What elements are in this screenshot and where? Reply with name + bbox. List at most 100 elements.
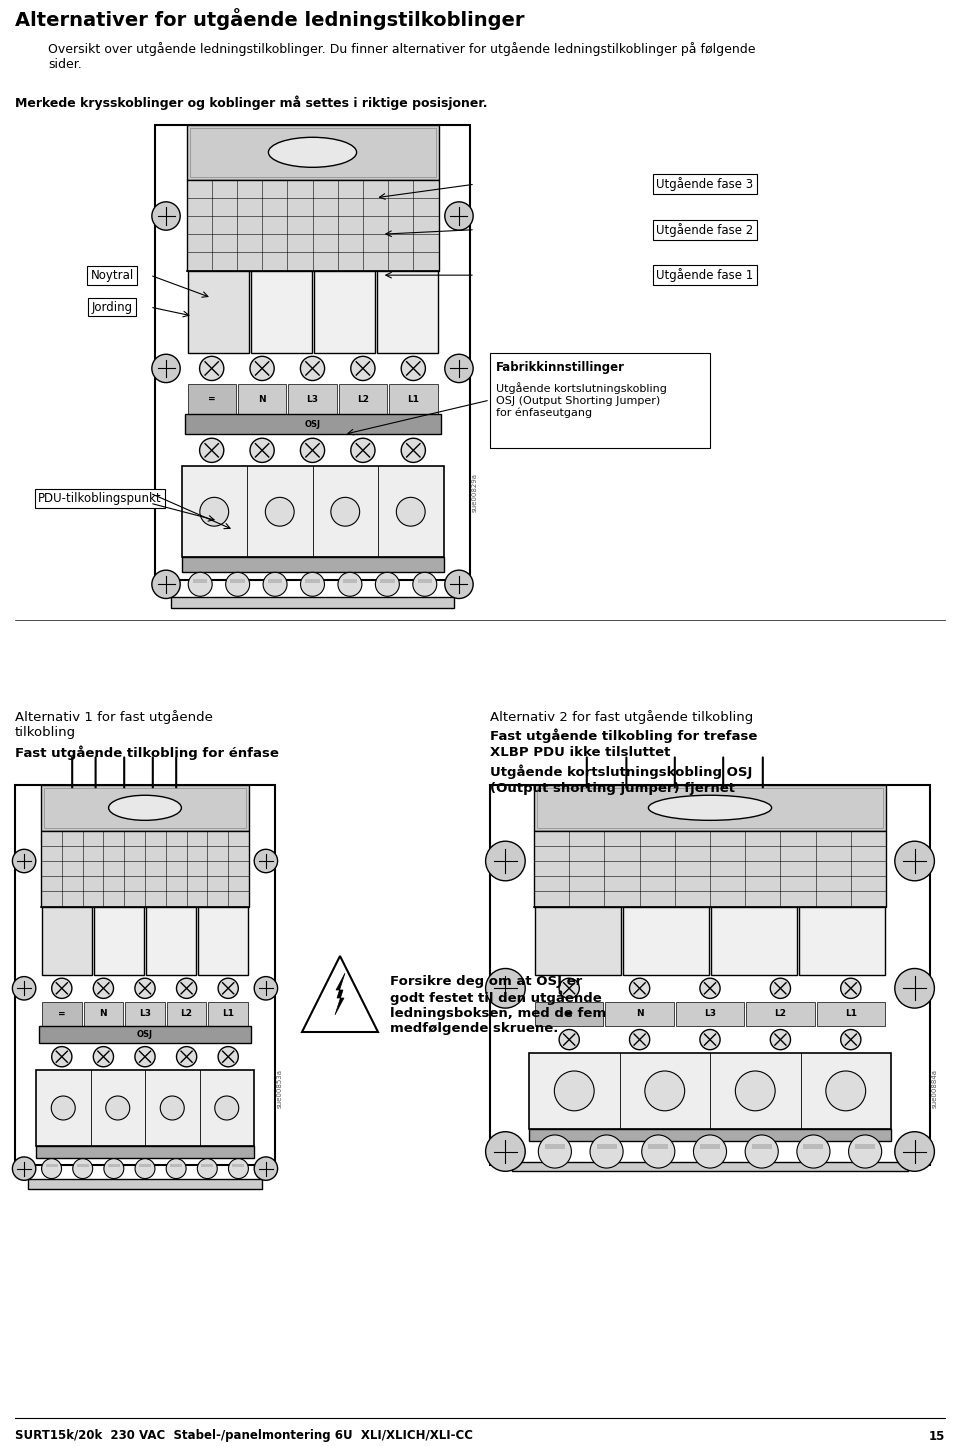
- Bar: [170, 1164, 182, 1167]
- Bar: [189, 129, 436, 176]
- Bar: [187, 385, 236, 414]
- Text: Forsikre deg om at OSJ er
godt festet til den utgående
ledningsboksen, med de fe: Forsikre deg om at OSJ er godt festet ti…: [390, 975, 606, 1035]
- Text: L3: L3: [139, 1009, 151, 1018]
- Text: Merkede krysskoblinger og koblinger må settes i riktige posisjoner.: Merkede krysskoblinger og koblinger må s…: [15, 95, 488, 110]
- Text: PDU-tilkoblingspunkt: PDU-tilkoblingspunkt: [38, 492, 162, 505]
- Text: N: N: [258, 395, 266, 403]
- Text: L2: L2: [180, 1009, 193, 1018]
- Bar: [418, 578, 432, 583]
- Text: 15: 15: [928, 1430, 945, 1443]
- Text: L1: L1: [407, 395, 420, 403]
- Bar: [268, 578, 282, 583]
- Circle shape: [12, 1157, 36, 1180]
- Circle shape: [895, 842, 934, 881]
- Circle shape: [331, 497, 360, 526]
- Text: Utgående fase 3: Utgående fase 3: [657, 178, 754, 191]
- Bar: [198, 907, 248, 975]
- Text: Noytral: Noytral: [90, 269, 133, 282]
- Polygon shape: [302, 956, 378, 1032]
- Circle shape: [250, 356, 275, 380]
- Circle shape: [350, 438, 375, 463]
- Circle shape: [300, 356, 324, 380]
- Circle shape: [93, 977, 113, 998]
- Circle shape: [152, 570, 180, 599]
- Circle shape: [396, 497, 425, 526]
- Text: L2: L2: [357, 395, 369, 403]
- Circle shape: [375, 573, 399, 596]
- Bar: [181, 466, 444, 557]
- Circle shape: [254, 976, 277, 1001]
- Ellipse shape: [108, 795, 181, 820]
- Circle shape: [700, 977, 720, 998]
- Circle shape: [254, 1157, 277, 1180]
- Circle shape: [444, 354, 473, 383]
- Circle shape: [486, 842, 525, 881]
- Circle shape: [265, 497, 294, 526]
- Circle shape: [300, 438, 324, 463]
- Bar: [343, 578, 357, 583]
- Bar: [288, 385, 337, 414]
- Circle shape: [300, 573, 324, 596]
- Text: L3: L3: [306, 395, 319, 403]
- Text: Fast utgående tilkobling for énfase: Fast utgående tilkobling for énfase: [15, 745, 278, 759]
- Circle shape: [554, 1071, 594, 1111]
- Circle shape: [401, 356, 425, 380]
- Bar: [186, 179, 439, 270]
- Polygon shape: [335, 973, 345, 1015]
- Bar: [193, 578, 207, 583]
- Bar: [380, 578, 395, 583]
- Text: =: =: [58, 1009, 65, 1018]
- Bar: [36, 1070, 254, 1147]
- Circle shape: [250, 438, 275, 463]
- Circle shape: [104, 1158, 124, 1178]
- Circle shape: [200, 438, 224, 463]
- Circle shape: [254, 849, 277, 873]
- Circle shape: [93, 1047, 113, 1067]
- Text: L3: L3: [704, 1009, 716, 1018]
- Bar: [42, 1002, 82, 1027]
- Circle shape: [444, 570, 473, 599]
- Circle shape: [52, 1047, 72, 1067]
- Circle shape: [735, 1071, 775, 1111]
- Bar: [746, 1002, 815, 1027]
- Text: (Output shorting jumper) fjernet: (Output shorting jumper) fjernet: [490, 782, 735, 795]
- Bar: [545, 1144, 564, 1150]
- Bar: [389, 385, 438, 414]
- Circle shape: [401, 438, 425, 463]
- Circle shape: [263, 573, 287, 596]
- Circle shape: [177, 1047, 197, 1067]
- Bar: [77, 1164, 88, 1167]
- Bar: [94, 907, 144, 975]
- Text: Utgående kortslutningskobling
OSJ (Output Shorting Jumper)
for énfaseutgang: Utgående kortslutningskobling OSJ (Outpu…: [496, 383, 667, 418]
- Circle shape: [895, 1132, 934, 1171]
- Bar: [155, 124, 470, 580]
- Circle shape: [841, 977, 861, 998]
- Bar: [171, 597, 454, 609]
- Bar: [39, 1027, 251, 1044]
- Circle shape: [135, 1158, 155, 1178]
- Bar: [606, 1002, 674, 1027]
- Circle shape: [630, 1030, 650, 1050]
- Bar: [512, 1163, 908, 1171]
- Text: Alternativer for utgående ledningstilkoblinger: Alternativer for utgående ledningstilkob…: [15, 9, 524, 30]
- Text: L2: L2: [775, 1009, 786, 1018]
- Circle shape: [413, 573, 437, 596]
- Circle shape: [226, 573, 250, 596]
- Bar: [41, 785, 249, 830]
- Bar: [181, 557, 444, 571]
- Bar: [804, 1144, 824, 1150]
- Circle shape: [770, 977, 790, 998]
- Text: Utgående fase 1: Utgående fase 1: [657, 268, 754, 282]
- Text: OSJ: OSJ: [304, 419, 321, 428]
- Text: Alternativ 2 for fast utgående tilkobling: Alternativ 2 for fast utgående tilkoblin…: [490, 710, 754, 724]
- Text: SURT15k/20k  230 VAC  Stabel-/panelmontering 6U  XLI/XLICH/XLI-CC: SURT15k/20k 230 VAC Stabel-/panelmonteri…: [15, 1430, 473, 1443]
- Text: =: =: [208, 395, 215, 403]
- Circle shape: [559, 1030, 579, 1050]
- Circle shape: [539, 1135, 571, 1168]
- Circle shape: [73, 1158, 93, 1178]
- Circle shape: [444, 202, 473, 230]
- Circle shape: [826, 1071, 866, 1111]
- Text: OSJ: OSJ: [137, 1031, 153, 1040]
- Bar: [314, 270, 374, 353]
- Bar: [186, 124, 439, 179]
